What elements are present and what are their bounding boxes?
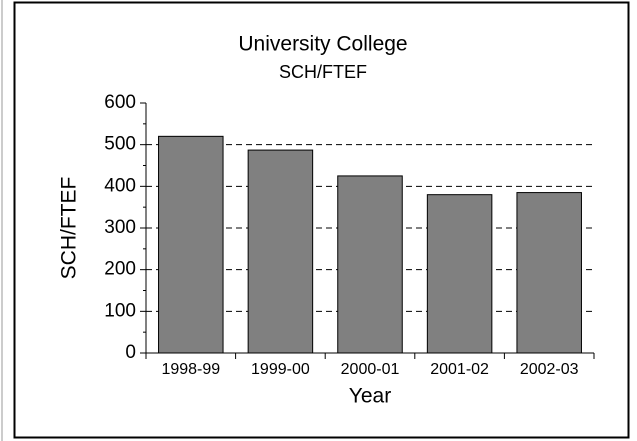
chart-subtitle: SCH/FTEF (279, 62, 367, 82)
bar (426, 194, 493, 354)
x-tick-label: 2001-02 (430, 361, 489, 378)
bar (158, 135, 224, 354)
y-tick-label: 200 (104, 259, 136, 280)
x-tick-label: 2000-01 (341, 361, 400, 378)
x-tick-label: 1999-00 (251, 361, 310, 378)
y-tick-label: 500 (104, 134, 136, 155)
y-axis-label: SCH/FTEF (58, 177, 81, 280)
bar (337, 175, 403, 354)
bar (516, 192, 582, 354)
y-tick-label: 600 (104, 92, 136, 113)
x-tick-label: 1998-99 (161, 361, 220, 378)
y-tick-label: 300 (104, 217, 136, 238)
x-tick-label: 2002-03 (520, 361, 579, 378)
y-tick-label: 100 (104, 300, 136, 321)
bar (247, 149, 314, 354)
chart-title: University College (238, 33, 407, 56)
x-axis-label: Year (349, 385, 391, 408)
y-tick-label: 0 (125, 342, 136, 363)
y-tick-label: 400 (104, 175, 136, 196)
